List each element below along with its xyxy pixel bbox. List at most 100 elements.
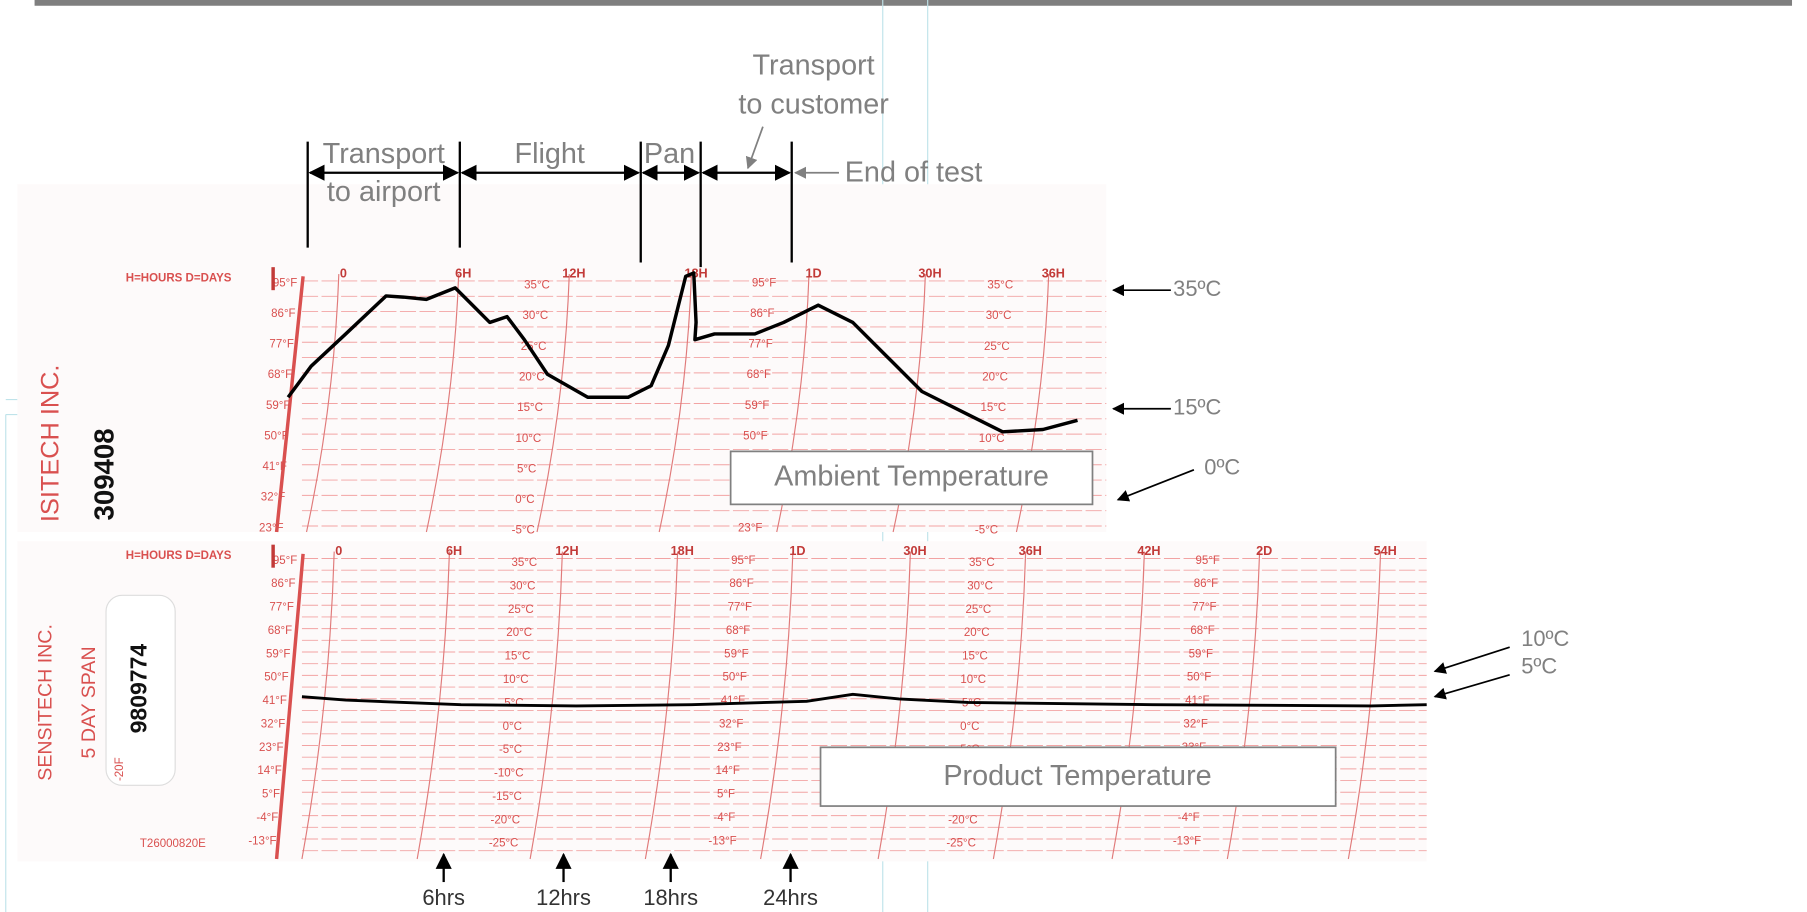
level-arrow (1435, 675, 1510, 697)
fahrenheit-label: -4°F (256, 812, 278, 824)
fahrenheit-label: 86°F (1194, 578, 1218, 590)
time-label: 12hrs (536, 885, 591, 910)
fahrenheit-label: 59°F (745, 400, 769, 412)
fahrenheit-label: 77°F (1192, 602, 1216, 614)
celsius-label: 20°C (506, 627, 532, 639)
celsius-label: 20°C (964, 627, 990, 639)
celsius-label: 10°C (503, 674, 529, 686)
celsius-label: -25°C (946, 838, 976, 850)
celsius-label: 35°C (969, 557, 995, 569)
fahrenheit-label: 14°F (716, 765, 740, 777)
celsius-label: 0°C (960, 721, 979, 733)
min-temp: -20F (114, 757, 126, 781)
phase-label: Transport (323, 138, 445, 170)
fahrenheit-label: 32°F (719, 718, 743, 730)
fahrenheit-label: 86°F (729, 578, 753, 590)
level-label: 5ºC (1521, 654, 1557, 679)
phase-label: to customer (738, 89, 889, 121)
fahrenheit-label: 5°F (262, 789, 280, 801)
hour-label: 6H (446, 544, 462, 558)
fahrenheit-label: 86°F (271, 308, 295, 320)
hour-label: 0 (340, 266, 347, 280)
fahrenheit-label: 50°F (1187, 672, 1211, 684)
serial: 309408 (88, 428, 119, 520)
celsius-label: 10°C (960, 674, 986, 686)
celsius-label: 25°C (966, 604, 992, 616)
maker: ISITECH INC. (37, 365, 65, 523)
hour-label: 12H (562, 266, 585, 280)
fahrenheit-label: 86°F (271, 578, 295, 590)
hour-label: 1D (806, 266, 822, 280)
fahrenheit-label: 23°F (738, 522, 762, 534)
time-label: 6hrs (422, 885, 465, 910)
level-arrow (1118, 470, 1194, 500)
celsius-label: 15°C (981, 402, 1007, 414)
celsius-label: 0°C (515, 494, 534, 506)
fahrenheit-label: 77°F (269, 602, 293, 614)
fahrenheit-label: 86°F (750, 308, 774, 320)
celsius-label: 30°C (986, 310, 1012, 322)
fahrenheit-label: 23°F (717, 742, 741, 754)
fahrenheit-label: 95°F (273, 277, 297, 289)
phase-label: Pan (644, 138, 695, 170)
fahrenheit-label: 95°F (1196, 555, 1220, 567)
hour-label: 36H (1042, 266, 1065, 280)
celsius-label: 15°C (517, 402, 543, 414)
fahrenheit-label: 95°F (273, 555, 297, 567)
celsius-label: 30°C (510, 581, 536, 593)
hour-label: 0 (335, 544, 342, 558)
celsius-label: 20°C (519, 372, 545, 384)
fahrenheit-label: 32°F (261, 718, 285, 730)
celsius-label: 10°C (516, 433, 542, 445)
fahrenheit-label: 50°F (264, 672, 288, 684)
hour-label: 30H (918, 266, 941, 280)
paper-legend: H=HOURS D=DAYS (126, 550, 232, 562)
fahrenheit-label: 23°F (259, 522, 283, 534)
fahrenheit-label: -13°F (1173, 835, 1201, 847)
celsius-label: -5°C (975, 525, 998, 537)
celsius-label: -25°C (489, 838, 519, 850)
celsius-label: 15°C (962, 651, 988, 663)
fahrenheit-label: -4°F (1178, 812, 1200, 824)
fahrenheit-label: 95°F (752, 277, 776, 289)
paper-code: T26000820E (140, 838, 206, 850)
celsius-label: 35°C (511, 557, 537, 569)
celsius-label: -20°C (948, 814, 978, 826)
fahrenheit-label: 77°F (269, 339, 293, 351)
celsius-label: -5°C (499, 744, 522, 756)
fahrenheit-label: 59°F (1189, 648, 1213, 660)
celsius-label: 25°C (984, 341, 1010, 353)
serial: 9809774 (126, 644, 152, 734)
end-label: End of test (845, 156, 983, 188)
hour-label: 18H (684, 266, 707, 280)
celsius-label: -10°C (494, 768, 524, 780)
fahrenheit-label: 14°F (257, 765, 281, 777)
celsius-label: 30°C (522, 310, 548, 322)
hour-label: 1D (789, 544, 805, 558)
fahrenheit-label: 68°F (268, 625, 292, 637)
celsius-label: 5°C (517, 463, 536, 475)
celsius-label: 20°C (982, 372, 1008, 384)
fahrenheit-label: 41°F (721, 695, 745, 707)
fahrenheit-label: 95°F (731, 555, 755, 567)
fahrenheit-label: -13°F (708, 835, 736, 847)
hour-label: 36H (1019, 544, 1042, 558)
hour-label: 30H (903, 544, 926, 558)
celsius-label: 15°C (505, 651, 531, 663)
hour-label: 6H (455, 266, 471, 280)
celsius-label: 30°C (967, 581, 993, 593)
fahrenheit-label: 5°F (717, 789, 735, 801)
level-label: 0ºC (1204, 454, 1240, 479)
celsius-label: -5°C (512, 525, 535, 537)
celsius-label: 5°C (504, 697, 523, 709)
level-label: 10ºC (1521, 626, 1569, 651)
fahrenheit-label: 50°F (722, 672, 746, 684)
fahrenheit-label: -13°F (248, 835, 276, 847)
fahrenheit-label: 23°F (259, 742, 283, 754)
fahrenheit-label: 68°F (1190, 625, 1214, 637)
fahrenheit-label: 68°F (747, 369, 771, 381)
celsius-label: -20°C (491, 814, 521, 826)
paper-legend: H=HOURS D=DAYS (126, 273, 232, 285)
celsius-label: 35°C (524, 280, 550, 292)
hour-label: 2D (1256, 544, 1272, 558)
